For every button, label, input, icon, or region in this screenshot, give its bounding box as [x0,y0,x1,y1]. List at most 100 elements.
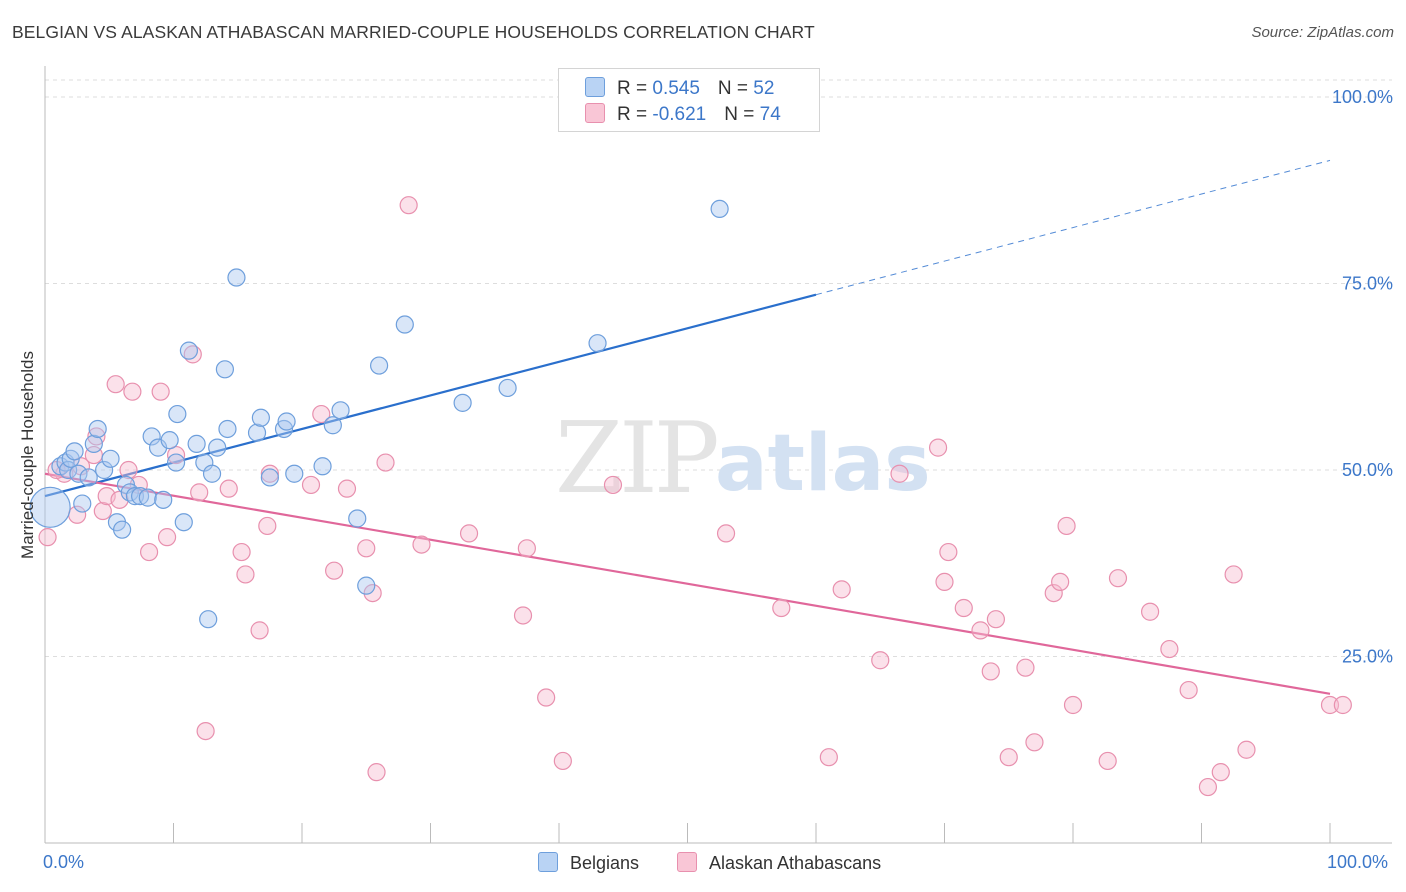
chart-title: BELGIAN VS ALASKAN ATHABASCAN MARRIED-CO… [12,22,815,42]
belgian-point [166,453,186,472]
trend-lines [44,159,1331,695]
belgian-point [199,610,218,629]
belgian-point [65,442,84,461]
alaskan-point [196,721,215,741]
watermark-zip: ZIP [555,402,717,516]
belgian-point [260,468,279,487]
belgian-point [453,393,472,412]
belgian-point [370,356,389,375]
alaskan-point [151,382,170,401]
belgian-point [154,490,173,509]
alaskan-point [1179,680,1198,700]
belgian-point [357,576,376,595]
belgian-point [710,199,729,218]
alaskan-point [1108,569,1128,588]
alaskan-points [38,196,1352,797]
alaskan-point [367,763,386,782]
y-axis-label: Married-couple Households [18,351,37,559]
alaskan-point [1016,658,1035,677]
alaskan-point [1025,733,1044,752]
belgian-point [215,360,234,379]
alaskan-point [890,464,909,483]
alaskan-point [1320,695,1340,715]
belgians-trend-extension [815,159,1331,296]
belgian-point [331,401,350,420]
alaskan-point [772,598,791,618]
alaskan-point [325,561,344,580]
alaskan-point [553,751,572,771]
alaskan-point [819,748,838,767]
alaskan-point [312,404,331,424]
watermark: ZIP atlas [555,402,931,516]
legend-n-value-belgians: 52 [753,78,775,99]
alaskan-point [190,483,209,502]
alaskan-point [954,598,973,618]
belgian-point [84,434,103,453]
bottom-legend-belgians: Belgians [538,852,639,874]
alaskan-point [139,542,159,562]
alaskan-point [357,539,376,558]
belgian-point [160,431,179,450]
alaskan-point [537,688,556,707]
alaskan-point [258,516,277,536]
alaskan-point [1160,639,1179,659]
alaskan-point [1051,572,1070,592]
belgian-point [101,449,120,468]
belgian-point [395,315,414,334]
alaskan-point [157,528,177,547]
alaskan-point [603,475,623,495]
legend-swatch-pink [585,103,605,123]
alaskan-point [38,528,57,547]
alaskan-point [832,580,851,599]
legend-n-label: N = [717,78,754,99]
alaskan-trend-line [44,472,1331,695]
belgian-point [59,460,78,480]
bottom-legend-swatch-pink [677,852,697,872]
belgian-point [69,464,88,483]
alaskan-point [376,453,395,472]
legend-n-label: N = [724,104,760,125]
belgians-trend-line [44,293,817,498]
belgian-point [174,513,193,532]
belgian-point [277,412,296,431]
alaskan-point [1211,763,1230,782]
alaskan-point [986,610,1006,629]
alaskan-point [517,539,536,558]
alaskan-point [412,535,431,554]
legend-r-label: R = [617,104,653,125]
belgian-point [274,419,294,439]
bottom-legend-label-alaskan: Alaskan Athabascans [709,853,882,873]
belgian-point [227,268,246,287]
legend-n-value-alaskan: 74 [759,104,781,125]
alaskan-point [1198,777,1218,797]
belgian-point [79,468,98,487]
belgian-point [247,423,267,442]
alaskan-point [939,542,958,562]
bottom-legend-label-belgians: Belgians [570,853,640,873]
alaskan-point [399,196,418,215]
belgian-point [168,404,187,424]
alaskan-point [716,524,736,543]
y-tick-label-50: 50.0% [1342,460,1393,480]
belgian-point [588,334,607,353]
alaskan-point [1098,751,1117,771]
y-tick-label-100: 100.0% [1332,87,1393,107]
alaskan-point [236,565,255,584]
belgian-point [218,419,237,439]
y-tick-label-25: 25.0% [1342,647,1393,667]
source-label: Source: ZipAtlas.com [1251,24,1394,41]
belgian-point [138,488,157,507]
belgian-point [323,416,342,435]
alaskan-point [123,382,142,401]
legend-swatch-blue [585,77,605,97]
alaskan-point [1333,695,1352,715]
alaskan-point [1140,602,1160,621]
alaskan-point [971,621,990,640]
belgian-point [73,494,92,513]
belgian-point [285,464,304,483]
belgian-point [251,408,270,427]
alaskan-point [871,651,890,670]
belgian-point [208,438,227,457]
belgian-point [348,509,367,528]
alaskan-point [935,572,954,592]
